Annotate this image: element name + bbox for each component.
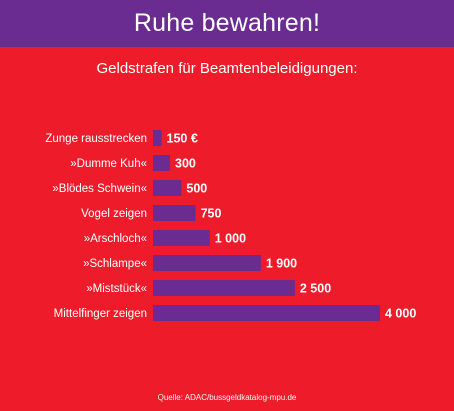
bar: [153, 180, 182, 196]
title-banner: Ruhe bewahren!: [0, 0, 454, 47]
category-label: »Miststück«: [86, 283, 147, 295]
bar: [153, 230, 210, 246]
source-note: Quelle: ADAC/bussgeldkatalog-mpu.de: [157, 393, 297, 402]
value-label: 300: [175, 157, 196, 171]
category-label: »Blödes Schwein«: [52, 183, 147, 195]
category-label: Vogel zeigen: [81, 208, 147, 220]
category-label: »Dumme Kuh«: [70, 158, 147, 170]
value-label: 750: [201, 207, 222, 221]
bar: [153, 155, 171, 171]
bar: [153, 205, 196, 221]
category-label: »Arschloch«: [84, 233, 147, 245]
value-label: 150 €: [167, 132, 198, 146]
bar-chart: Zunge rausstrecken 150 € »Dumme Kuh« 300 »Bl…: [45, 130, 416, 321]
value-label: 1 000: [215, 232, 246, 246]
category-label: Mittelfinger zeigen: [54, 308, 147, 320]
category-label: Zunge rausstrecken: [45, 133, 147, 145]
bar: [153, 305, 380, 321]
page-title: Ruhe bewahren!: [133, 9, 321, 37]
category-label: »Schlampe«: [83, 258, 147, 270]
chart-title: Geldstrafen für Beamtenbeleidigungen:: [96, 60, 358, 77]
bar: [153, 130, 162, 146]
value-label: 2 500: [300, 282, 331, 296]
bar: [153, 255, 261, 271]
bar: [153, 280, 295, 296]
value-label: 4 000: [385, 307, 416, 321]
value-label: 1 900: [266, 257, 297, 271]
value-label: 500: [186, 182, 207, 196]
